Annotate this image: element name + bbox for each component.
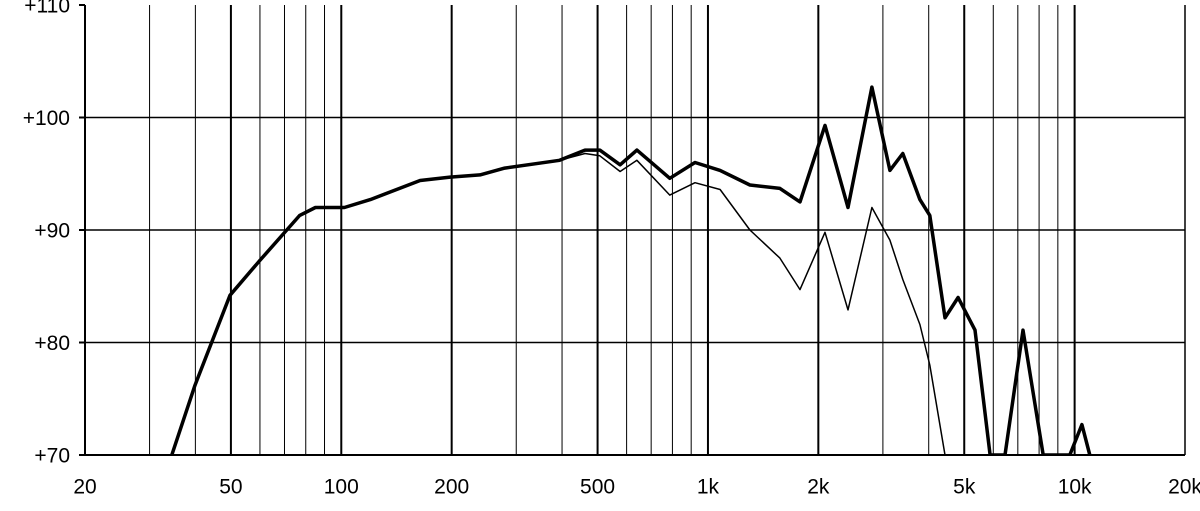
y-tick-label: +110 bbox=[24, 0, 70, 18]
x-tick-label: 20 bbox=[73, 476, 96, 499]
x-tick-label: 1k bbox=[697, 476, 720, 499]
y-tick-label: +70 bbox=[34, 445, 70, 468]
response-line bbox=[171, 152, 946, 455]
x-tick-label: 50 bbox=[219, 476, 242, 499]
response-line bbox=[170, 85, 1092, 455]
x-tick-label: 200 bbox=[434, 476, 469, 499]
x-tick-label: 10k bbox=[1058, 476, 1092, 499]
x-tick-label: 2k bbox=[807, 476, 830, 499]
x-tick-label: 100 bbox=[324, 476, 359, 499]
y-tick-label: +90 bbox=[34, 220, 70, 243]
x-tick-label: 5k bbox=[953, 476, 976, 499]
y-tick-label: +80 bbox=[34, 332, 70, 355]
x-tick-label: 500 bbox=[580, 476, 615, 499]
y-tick-label: +100 bbox=[23, 107, 70, 130]
x-tick-label: 20k bbox=[1168, 476, 1200, 499]
